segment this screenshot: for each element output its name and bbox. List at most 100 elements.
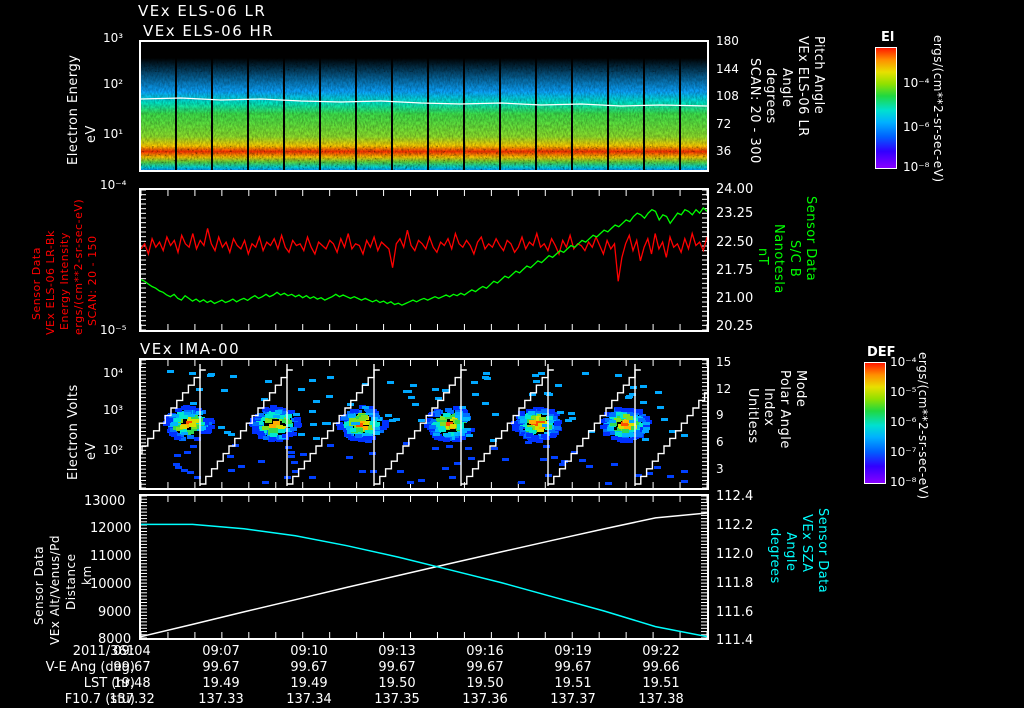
footer-row-label-0: 2011/361 — [72, 644, 135, 659]
panel2-right-axis-label-1: S/C B — [787, 240, 802, 278]
footer-cell-r0-c0: 09:04 — [113, 644, 151, 659]
panel4-ytick-0: 13000 — [84, 494, 126, 509]
panel2-y2tick-4: 21.00 — [716, 291, 754, 306]
panel1-right-axis-label-3: degrees — [763, 68, 778, 124]
panel2-left-axis-label-2: Energy Intensity — [58, 232, 71, 330]
panel3-right-axis-label-3: Unitless — [745, 388, 760, 444]
panel4-y2tick-3: 111.8 — [716, 576, 754, 591]
colorbar-def-tick-2: 10⁻⁶ — [890, 415, 917, 429]
footer-cell-r0-c6: 09:22 — [642, 644, 680, 659]
panel1-ytick-2: 10¹ — [103, 127, 124, 141]
panel4-y2tick-1: 112.2 — [716, 518, 754, 533]
panel3-plot-area[interactable] — [139, 358, 709, 490]
panel3-left-axis-label: Electron Volts — [66, 384, 81, 480]
panel3-ytick-0: 10⁴ — [103, 366, 124, 380]
footer-cell-r3-c1: 137.33 — [198, 692, 244, 707]
panel4-ytick-5: 8000 — [98, 632, 132, 647]
panel4-ytick-1: 12000 — [90, 521, 132, 536]
panel4-right-axis-label-0: Sensor Data — [815, 508, 830, 594]
panel3-y2tick-2: 9 — [716, 408, 724, 422]
colorbar-def-tick-3: 10⁻⁷ — [890, 445, 917, 459]
footer-cell-r0-c2: 09:10 — [290, 644, 328, 659]
panel2-left-axis-label-1: VEx ELS-06 LR-Bk — [44, 230, 57, 335]
colorbar-el-tick-2: 10⁻⁸ — [903, 160, 930, 174]
footer-cell-r1-c4: 99.67 — [466, 660, 504, 675]
colorbar-el-title: El — [881, 30, 895, 45]
panel2-right-axis-label-3: nT — [755, 248, 770, 266]
panel4-y2tick-5: 111.4 — [716, 633, 754, 648]
panel4-right-axis-label-1: VEx SZA — [799, 514, 814, 573]
footer-cell-r3-c4: 137.36 — [462, 692, 508, 707]
panel4-y2tick-0: 112.4 — [716, 489, 754, 504]
panel4-left-axis-label-1: VEx Alt/Venus/Pd — [48, 534, 62, 645]
footer-cell-r3-c0: 137.32 — [109, 692, 155, 707]
footer-cell-r1-c3: 99.67 — [378, 660, 416, 675]
panel3-y2tick-4: 3 — [716, 462, 724, 476]
footer-cell-r2-c1: 19.49 — [202, 676, 240, 691]
footer-cell-r1-c6: 99.66 — [642, 660, 680, 675]
panel2-right-axis-label-0: Sensor Data — [803, 196, 818, 282]
panel2-left-axis-label-0: Sensor Data — [30, 247, 43, 320]
colorbar-def-title: DEF — [867, 345, 896, 360]
footer-cell-r0-c4: 09:16 — [466, 644, 504, 659]
footer-cell-r3-c6: 137.38 — [638, 692, 684, 707]
panel1-right-axis-label-0: Pitch Angle — [811, 36, 826, 115]
panel4-left-axis-label-2: Distance — [64, 553, 78, 610]
colorbar-def-tick-4: 10⁻⁸ — [890, 475, 917, 489]
panel2-y2tick-1: 23.25 — [716, 206, 754, 221]
panel1-plot-area[interactable] — [139, 40, 709, 172]
panel1-ytick-0: 10³ — [103, 31, 124, 45]
footer-cell-r1-c5: 99.67 — [554, 660, 592, 675]
panel1-y2tick-3: 72 — [716, 117, 732, 131]
panel1-ytick-1: 10² — [103, 77, 124, 91]
footer-time-table: 2011/361 09:04 09:07 09:10 09:13 09:16 09:19 09… — [0, 644, 1024, 708]
footer-cell-r0-c3: 09:13 — [378, 644, 416, 659]
panel2-ytick-0: 10⁻⁴ — [100, 178, 127, 192]
footer-cell-r2-c5: 19.51 — [554, 676, 592, 691]
footer-cell-r2-c3: 19.50 — [378, 676, 416, 691]
panel1-y2tick-1: 144 — [716, 62, 739, 76]
footer-row-label-2: LST (hr) — [83, 676, 135, 691]
panel4-right-axis-label-2: Angle — [783, 532, 798, 572]
panel2-right-axis-label-2: Nanotesla — [771, 224, 786, 294]
panel4-plot-area[interactable] — [139, 494, 709, 640]
panel1-y2tick-2: 108 — [716, 89, 739, 103]
panel3-ytick-2: 10² — [103, 443, 124, 457]
panel1-y2tick-0: 180 — [716, 34, 739, 48]
panel4-ytick-4: 9000 — [98, 605, 132, 620]
colorbar-def-tick-0: 10⁻⁴ — [890, 355, 917, 369]
colorbar-def-tick-1: 10⁻⁵ — [890, 385, 917, 399]
footer-cell-r1-c2: 99.67 — [290, 660, 328, 675]
footer-cell-r2-c2: 19.49 — [290, 676, 328, 691]
panel4-ytick-3: 10000 — [90, 577, 132, 592]
footer-cell-r1-c0: 99.67 — [113, 660, 151, 675]
panel4-right-axis-label-3: degrees — [767, 528, 782, 584]
panel1-right-axis-label-1: VEx ELS-06 LR — [795, 36, 810, 137]
panel1-left-axis-unit: eV — [84, 125, 99, 143]
colorbar-el-gradient[interactable] — [875, 47, 897, 169]
footer-row-label-1: V-E Ang (deg) — [45, 660, 135, 675]
footer-cell-r3-c5: 137.37 — [550, 692, 596, 707]
colorbar-el-tick-0: 10⁻⁴ — [903, 76, 930, 90]
colorbar-el-unit: ergs/(cm**2-sr-sec-eV) — [931, 35, 945, 183]
panel3-y2tick-0: 15 — [716, 355, 732, 369]
footer-cell-r0-c5: 09:19 — [554, 644, 592, 659]
panel2-plot-area[interactable] — [139, 188, 709, 332]
footer-cell-r2-c0: 19.48 — [113, 676, 151, 691]
footer-row-label-3: F10.7 (sfu) — [64, 692, 135, 707]
panel2-y2tick-0: 24.00 — [716, 182, 754, 197]
panel3-ytick-1: 10³ — [103, 403, 124, 417]
panel3-left-axis-unit: eV — [84, 442, 99, 460]
panel3-title: VEx IMA-00 — [140, 340, 241, 358]
footer-cell-r3-c3: 137.35 — [374, 692, 420, 707]
panel4-y2tick-2: 112.0 — [716, 547, 754, 562]
panel2-y2tick-3: 21.75 — [716, 263, 754, 278]
panel4-left-axis-label-0: Sensor Data — [32, 545, 46, 625]
panel1-right-axis-label-4: SCAN: 20 - 300 — [747, 58, 762, 164]
colorbar-def-gradient[interactable] — [864, 362, 886, 484]
panel1-right-axis-label-2: Angle — [779, 68, 794, 108]
footer-cell-r1-c1: 99.67 — [202, 660, 240, 675]
panel3-right-axis-label-0: Mode — [793, 370, 808, 408]
footer-cell-r0-c1: 09:07 — [202, 644, 240, 659]
panel3-y2tick-1: 12 — [716, 382, 732, 396]
